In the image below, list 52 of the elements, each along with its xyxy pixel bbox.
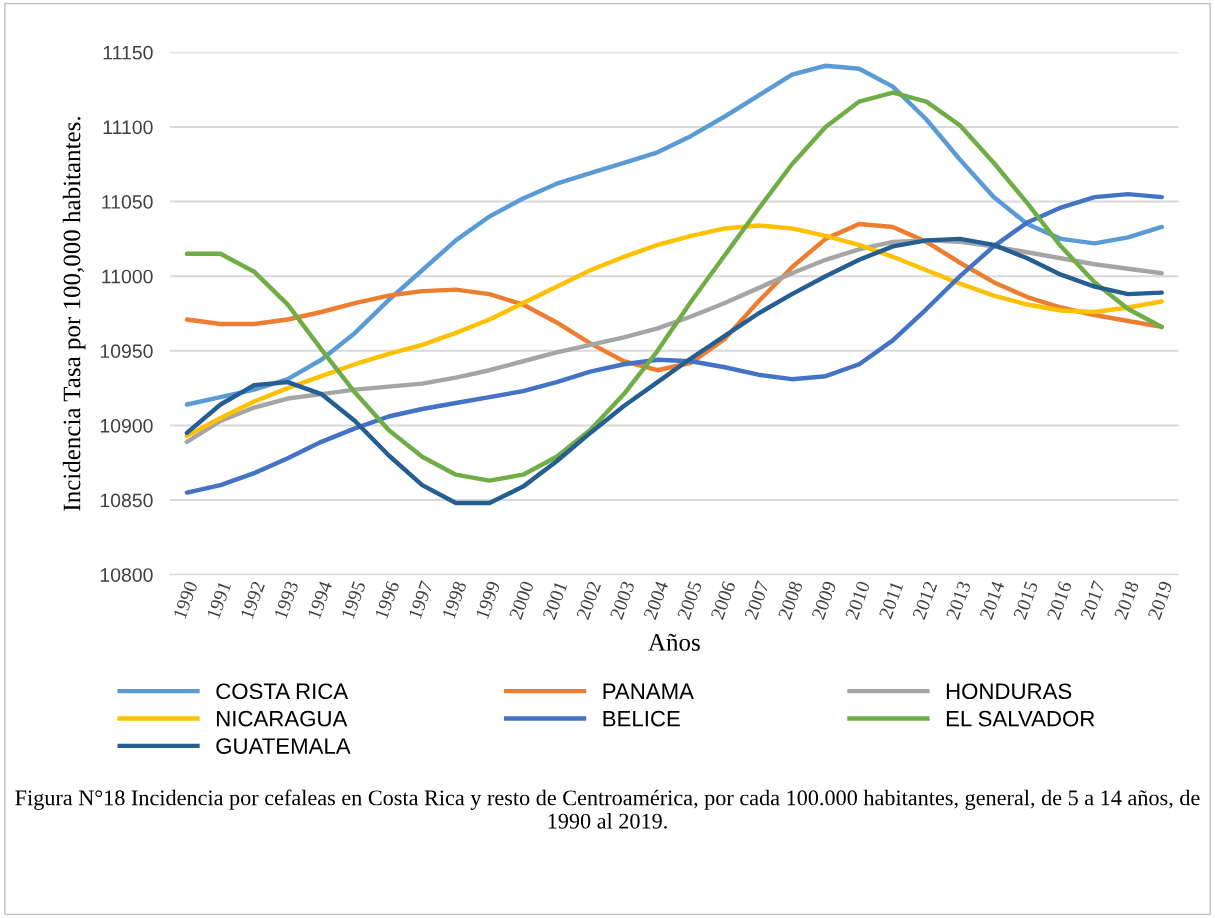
y-tick-label: 10900 [100, 418, 153, 433]
legend-label: COSTA RICA [216, 683, 349, 700]
x-tick-label: 2008 [777, 580, 803, 620]
line-series [184, 90, 1164, 483]
legend-label: HONDURAS [946, 683, 1072, 700]
line-series [184, 63, 1164, 407]
x-tick-label: 2001 [542, 580, 568, 620]
x-tick-label: 2011 [878, 580, 904, 620]
x-tick-label: 2005 [677, 580, 703, 620]
x-tick-label: 1999 [475, 580, 501, 620]
x-tick-label: 2017 [1080, 580, 1106, 620]
x-tick-label: 2016 [1046, 580, 1072, 620]
x-tick-label: 1996 [374, 580, 400, 620]
x-tick-label: 1993 [273, 580, 299, 620]
legend-label: GUATEMALA [216, 738, 351, 754]
x-tick-label: 2015 [1013, 580, 1039, 620]
x-tick-label: 2010 [845, 580, 871, 620]
y-tick-label: 11000 [102, 269, 153, 284]
x-tick-label: 1994 [307, 580, 333, 620]
y-tick-label: 10950 [100, 344, 153, 359]
x-tick-label: 2000 [508, 580, 535, 620]
x-tick-label: 1995 [341, 580, 366, 620]
legend-label: EL SALVADOR [946, 710, 1095, 727]
y-tick-label: 11100 [103, 120, 153, 135]
x-tick-label: 2018 [1114, 580, 1140, 620]
x-tick-label: 1992 [240, 580, 265, 620]
x-tick-label: 2006 [710, 580, 736, 620]
x-tick-label: 2007 [744, 580, 770, 620]
x-tick-label: 2003 [609, 580, 635, 620]
x-tick-label: 1991 [206, 580, 232, 620]
line-series [184, 236, 1164, 506]
x-tick-label: 2002 [576, 580, 602, 620]
x-tick-label: 1998 [442, 580, 467, 620]
x-tick-label: 2004 [643, 580, 669, 620]
y-axis-title: Incidencia Tasa por 100,000 habitantes. [62, 117, 86, 511]
x-tick-label: 2019 [1147, 580, 1173, 620]
legend-label: PANAMA [603, 683, 694, 699]
x-tick-label: 2012 [912, 580, 938, 620]
y-tick-label: 11050 [102, 195, 153, 209]
y-tick-label: 10850 [100, 493, 153, 508]
x-axis-title: Años [648, 633, 700, 651]
x-tick-label: 1990 [173, 580, 198, 620]
x-tick-label: 2009 [811, 580, 837, 620]
y-tick-label: 11150 [103, 45, 153, 60]
text: Figura N°18 Incidencia por cefaleas en Costa Rica y resto de Centroamérica, por cada 100.000 habitantes, general, de 5 a 14 años, de 1990 al 2019. [15, 789, 1200, 829]
x-tick-label: 2013 [945, 580, 972, 620]
x-tick-label: 2014 [979, 580, 1005, 620]
y-tick-label: 10800 [100, 568, 153, 582]
line-series [184, 191, 1164, 495]
x-tick-label: 1997 [408, 580, 434, 620]
legend-label: NICARAGUA [217, 710, 348, 727]
legend-label: BELICE [603, 710, 680, 727]
